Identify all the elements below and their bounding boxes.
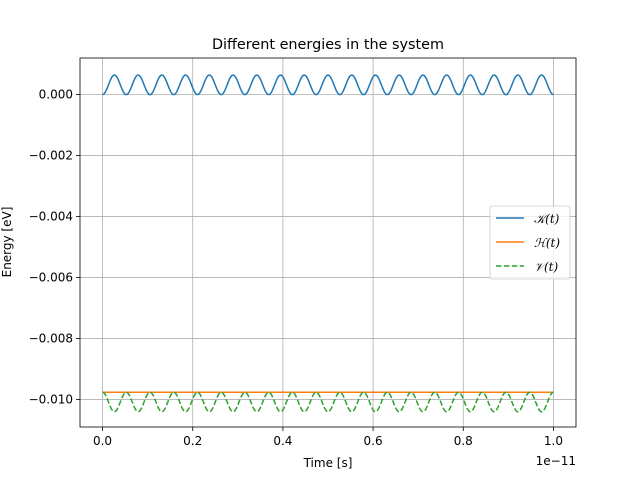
- x-tick-label: 1.0: [544, 434, 563, 448]
- y-tick-label: −0.002: [29, 149, 73, 163]
- y-tick-label: 0.000: [39, 88, 73, 102]
- y-tick-label: −0.008: [29, 332, 73, 346]
- y-tick-label: −0.004: [29, 210, 73, 224]
- x-offset-label: 1e−11: [536, 454, 576, 468]
- legend-label-total: ℋ(t): [534, 236, 560, 250]
- x-tick-label: 0.6: [364, 434, 383, 448]
- x-tick-label: 0.0: [93, 434, 112, 448]
- plot-frame: [79, 57, 577, 428]
- y-axis-ticks: 0.000 −0.002 −0.004 −0.006 −0.008 −0.010: [29, 88, 80, 407]
- y-tick-label: −0.010: [29, 393, 73, 407]
- x-tick-label: 0.4: [273, 434, 292, 448]
- x-tick-label: 0.8: [454, 434, 473, 448]
- legend-box: [489, 205, 571, 280]
- y-tick-label: −0.006: [29, 271, 73, 285]
- series-line-potential: [102, 391, 554, 413]
- x-axis-ticks: 0.0 0.2 0.4 0.6 0.8 1.0: [93, 427, 563, 448]
- series-lines: [102, 74, 554, 413]
- legend-label-potential: 𝒱(t): [534, 260, 559, 274]
- x-axis-label: Time [s]: [303, 456, 353, 470]
- legend-label-kinetic: 𝒦(t): [534, 212, 560, 226]
- chart-title: Different energies in the system: [212, 37, 444, 53]
- legend: 𝒦(t) ℋ(t) 𝒱(t): [489, 205, 571, 280]
- x-tick-label: 0.2: [183, 434, 202, 448]
- y-axis-label: Energy [eV]: [0, 207, 14, 278]
- series-line-kinetic: [102, 74, 554, 96]
